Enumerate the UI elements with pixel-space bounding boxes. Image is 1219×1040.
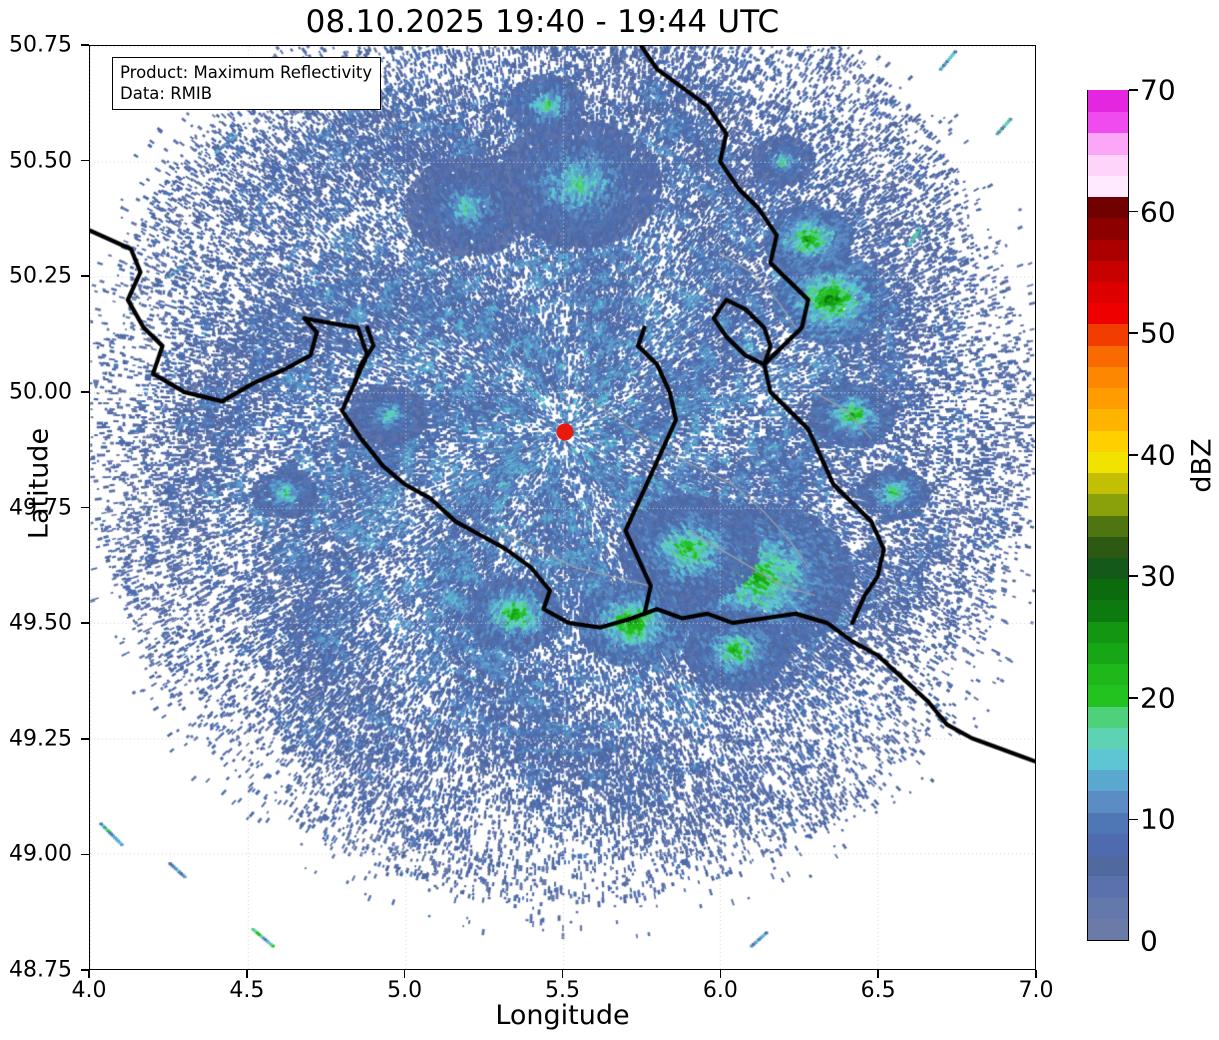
x-tick-label: 6.0 [702,978,738,1003]
colorbar-band [1088,917,1128,940]
colorbar-band [1088,196,1128,219]
colorbar-band [1088,132,1128,155]
colorbar-band [1088,302,1128,325]
colorbar-band [1088,726,1128,749]
y-tick-mark [81,159,89,162]
colorbar-band [1088,408,1128,431]
colorbar-band [1088,875,1128,898]
colorbar-band [1088,323,1128,346]
colorbar-band [1088,217,1128,240]
page-title: 08.10.2025 19:40 - 19:44 UTC [305,4,780,40]
colorbar-band [1088,535,1128,558]
colorbar-tick-mark [1129,332,1138,334]
y-tick-label: 49.75 [9,495,72,520]
x-tick-label: 6.5 [860,978,896,1003]
x-tick-mark [877,970,879,978]
y-tick-label: 50.25 [9,263,72,289]
annotation-data-line: Data: RMIB [120,84,213,104]
colorbar-band [1088,238,1128,261]
y-tick-mark [81,44,89,46]
colorbar-band [1088,747,1128,771]
x-tick-label: 5.5 [545,978,580,1003]
colorbar-band [1088,365,1128,389]
colorbar-tick-mark [1129,210,1138,213]
colorbar-band [1088,514,1128,537]
y-tick-label: 49.00 [9,841,72,867]
x-tick-mark [88,970,90,978]
colorbar-band [1088,896,1128,919]
x-tick-mark [719,970,722,978]
colorbar-unit-label: dBZ [1186,438,1218,493]
y-tick-mark [81,506,89,509]
colorbar-tick-mark [1129,697,1138,699]
y-tick-mark [81,622,89,624]
colorbar[interactable] [1087,90,1129,941]
y-axis-label: Latitude [23,427,55,540]
colorbar-tick-label: 60 [1140,195,1176,229]
y-tick-label: 50.00 [9,379,72,405]
colorbar-band [1088,344,1128,367]
x-tick-mark [1035,970,1037,978]
colorbar-band [1088,705,1128,728]
annotation-box: Product: Maximum Reflectivity Data: RMIB [112,57,382,111]
y-tick-label: 49.25 [9,726,72,752]
colorbar-band [1088,259,1128,283]
colorbar-band [1088,663,1128,686]
x-tick-mark [561,970,564,978]
colorbar-tick-label: 20 [1140,681,1176,715]
y-tick-label: 50.50 [9,148,72,174]
colorbar-tick-mark [1129,453,1138,456]
colorbar-band [1088,684,1128,707]
colorbar-tick-label: 30 [1140,559,1176,593]
x-tick-label: 7.0 [1018,978,1054,1003]
radar-site-marker[interactable] [556,423,574,441]
colorbar-band [1088,790,1128,813]
x-axis-label: Longitude [495,1000,630,1031]
colorbar-band [1088,450,1128,474]
colorbar-band [1088,769,1128,792]
colorbar-band [1088,854,1128,877]
y-tick-mark [81,275,89,278]
colorbar-band [1088,90,1128,113]
x-tick-label: 5.0 [387,978,423,1003]
y-tick-mark [81,391,89,393]
colorbar-band [1088,578,1128,601]
colorbar-tick-mark [1129,89,1138,91]
colorbar-tick-label: 70 [1140,73,1176,107]
colorbar-band [1088,493,1128,516]
y-tick-mark [81,969,89,971]
colorbar-tick-label: 50 [1140,316,1176,350]
colorbar-tick-mark [1129,818,1138,821]
colorbar-tick-label: 0 [1140,924,1158,958]
colorbar-band [1088,111,1128,134]
x-tick-label: 4.5 [229,978,265,1003]
y-tick-mark [81,737,89,740]
x-tick-mark [246,970,248,978]
y-tick-label: 48.75 [9,957,72,983]
y-tick-label: 49.50 [9,610,72,636]
colorbar-band [1088,153,1128,176]
colorbar-tick-label: 40 [1140,438,1176,472]
y-tick-label: 50.75 [9,32,72,58]
colorbar-band [1088,599,1128,622]
y-tick-mark [81,853,89,856]
colorbar-band [1088,811,1128,834]
country-borders-layer [90,46,1035,969]
radar-plot-area[interactable]: Product: Maximum Reflectivity Data: RMIB [89,45,1036,970]
annotation-product-line: Product: Maximum Reflectivity [120,63,373,82]
x-tick-label: 4.0 [71,978,107,1003]
colorbar-band [1088,472,1128,495]
colorbar-band [1088,174,1128,198]
colorbar-band [1088,429,1128,452]
colorbar-band [1088,641,1128,665]
x-tick-mark [403,970,406,978]
colorbar-band [1088,620,1128,643]
colorbar-band [1088,281,1128,304]
colorbar-tick-label: 10 [1140,802,1176,836]
colorbar-band [1088,556,1128,580]
colorbar-band [1088,387,1128,410]
colorbar-band [1088,832,1128,856]
colorbar-tick-mark [1129,575,1138,578]
